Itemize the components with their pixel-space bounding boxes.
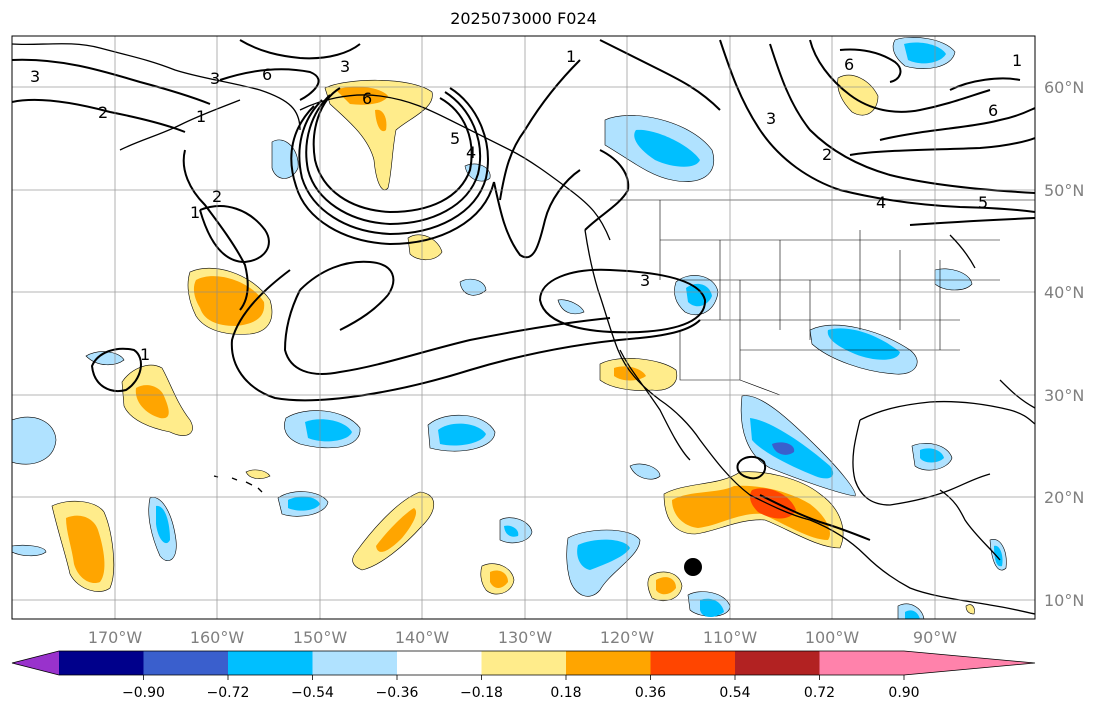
colorbar: −0.90 −0.72 −0.54 −0.36 −0.18 0.18 0.36 … [11, 650, 1036, 701]
colorbar-bin [481, 651, 566, 675]
contour-label: 3 [210, 69, 220, 88]
lon-label-160w: 160°W [190, 628, 245, 647]
lon-label-100w: 100°W [805, 628, 860, 647]
state-borders [610, 199, 1035, 396]
colorbar-tick-label: 0.54 [719, 685, 750, 701]
contour-label: 3 [640, 271, 650, 290]
lat-label-20n: 20°N [1044, 488, 1084, 507]
colorbar-tick-label: −0.54 [291, 685, 334, 701]
colorbar-bin [397, 651, 482, 675]
lon-label-90w: 90°W [913, 628, 957, 647]
colorbar-outline [11, 650, 1036, 676]
contour-label: 1 [196, 107, 206, 126]
contour-label: 3 [30, 67, 40, 86]
contour-label: 6 [362, 89, 372, 108]
contour-label: 6 [844, 55, 854, 74]
colorbar-bin [735, 651, 820, 675]
contour-labels: 3 2 1 3 6 2 1 6 5 4 1 3 1 3 2 1 3 4 5 6 … [30, 47, 1022, 364]
colorbar-tick-label: −0.36 [376, 685, 419, 701]
lat-label-10n: 10°N [1044, 591, 1084, 610]
contour-label: 2 [822, 145, 832, 164]
lat-label-50n: 50°N [1044, 181, 1084, 200]
lon-label-130w: 130°W [498, 628, 553, 647]
colorbar-tick-label: 0.72 [804, 685, 835, 701]
colorbar-tick-label: 0.36 [635, 685, 666, 701]
graticule [12, 36, 1035, 619]
colorbar-bin [566, 651, 651, 675]
contour-label: 3 [340, 57, 350, 76]
colorbar-bin [59, 651, 144, 675]
map-title: 2025073000 F024 [450, 9, 597, 28]
negative-anomaly-peak [772, 442, 795, 455]
colorbar-tick-label: 0.18 [550, 685, 581, 701]
lat-label-40n: 40°N [1044, 283, 1084, 302]
map-frame [11, 35, 1036, 620]
latitude-labels: 60°N 50°N 40°N 30°N 20°N 10°N [1044, 78, 1084, 610]
contour-label: 1 [140, 345, 150, 364]
colorbar-max-extension [904, 651, 1035, 675]
positive-anomaly-core [66, 86, 830, 595]
contour-label: 4 [876, 193, 886, 212]
lon-label-120w: 120°W [600, 628, 655, 647]
colorbar-tick-label: 0.90 [888, 685, 919, 701]
colorbar-tick-label: −0.90 [122, 685, 165, 701]
contour-label: 1 [1012, 51, 1022, 70]
colorbar-ticks [143, 675, 905, 680]
contour-label: 1 [566, 47, 576, 66]
contour-label: 2 [98, 103, 108, 122]
storm-center-marker [684, 558, 702, 576]
colorbar-tick-label: −0.18 [460, 685, 503, 701]
lat-label-30n: 30°N [1044, 386, 1084, 405]
contour-label: 2 [212, 187, 222, 206]
colorbar-bin [312, 651, 397, 675]
colorbar-min-extension [12, 651, 59, 675]
contour-label: 3 [766, 109, 776, 128]
longitude-labels: 170°W 160°W 150°W 140°W 130°W 120°W 110°… [88, 628, 957, 647]
colorbar-tick-label: −0.72 [207, 685, 250, 701]
colorbar-bin [143, 651, 228, 675]
lon-label-140w: 140°W [395, 628, 450, 647]
lon-label-170w: 170°W [88, 628, 143, 647]
contour-label: 5 [978, 193, 988, 212]
lon-label-110w: 110°W [703, 628, 758, 647]
contour-label: 5 [450, 129, 460, 148]
contour-label: 6 [988, 101, 998, 120]
contour-label: 1 [190, 203, 200, 222]
contour-label: 6 [262, 65, 272, 84]
colorbar-bin [819, 651, 904, 675]
contour-label: 4 [466, 143, 476, 162]
colorbar-bin [228, 651, 313, 675]
colorbar-bin [650, 651, 735, 675]
lat-label-60n: 60°N [1044, 78, 1084, 97]
lon-label-150w: 150°W [293, 628, 348, 647]
